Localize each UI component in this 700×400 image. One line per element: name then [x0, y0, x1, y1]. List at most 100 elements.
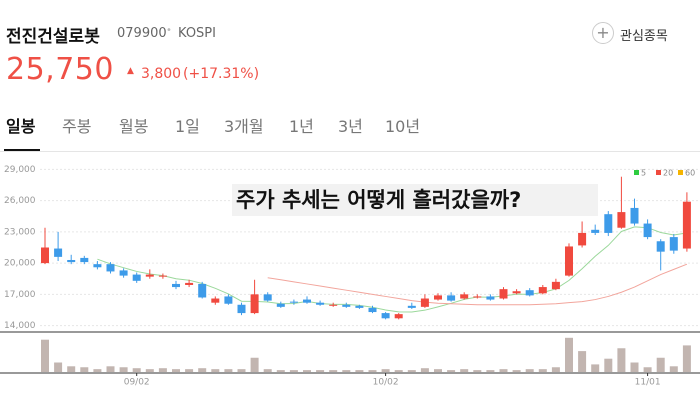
- candle-body: [158, 275, 167, 277]
- volume-bar: [381, 369, 390, 372]
- candle-body: [250, 294, 259, 314]
- change-pct: (+17.31%): [183, 66, 260, 82]
- add-icon[interactable]: +: [592, 22, 614, 44]
- candle-body: [486, 296, 495, 300]
- volume-bar: [486, 370, 495, 372]
- volume-bar: [172, 369, 180, 372]
- tab[interactable]: 1일: [175, 117, 200, 136]
- candle-body: [473, 296, 482, 298]
- volume-bar: [512, 370, 521, 372]
- volume-bar: [525, 369, 534, 372]
- volume-bar: [407, 370, 416, 372]
- volume-bar: [316, 370, 325, 372]
- candle-body: [224, 296, 233, 304]
- candle-body: [329, 304, 338, 306]
- candle-body: [289, 301, 298, 303]
- volume-bar: [565, 337, 573, 372]
- candle-body: [643, 223, 652, 238]
- volume-bar: [604, 358, 613, 372]
- candle-body: [617, 212, 626, 228]
- y-tick-label: 17,000: [4, 290, 36, 300]
- tab[interactable]: 3개월: [224, 117, 264, 136]
- candle-body: [41, 247, 49, 264]
- annotation-bg: [232, 184, 598, 216]
- candle-body: [106, 264, 115, 272]
- volume-bar: [289, 370, 298, 372]
- watch-button[interactable]: 관심종목: [620, 29, 668, 44]
- candle-body: [342, 304, 351, 307]
- legend-swatch: [656, 170, 661, 175]
- tab[interactable]: 10년: [385, 117, 421, 136]
- legend-label: 60: [685, 169, 695, 178]
- volume-bar: [80, 367, 89, 372]
- candle-body: [67, 259, 76, 263]
- volume-bar: [54, 362, 63, 372]
- candle-body: [420, 298, 429, 307]
- volume-bar: [630, 362, 639, 372]
- stock-name: 전진건설로봇: [6, 27, 100, 47]
- volume-bar: [145, 369, 154, 372]
- legend-swatch: [634, 170, 639, 175]
- volume-bar: [656, 357, 665, 372]
- candle-body: [394, 314, 403, 319]
- volume-bar: [224, 369, 233, 372]
- volume-bar: [499, 369, 508, 372]
- x-tick-label: 10/02: [373, 378, 399, 388]
- volume-bar: [106, 366, 115, 372]
- candle-body: [54, 248, 63, 257]
- volume-bar: [682, 345, 691, 372]
- candle-body: [80, 257, 89, 263]
- candle-body: [512, 291, 521, 294]
- separator: •: [166, 25, 172, 36]
- annotation: 주가 추세는 어떻게 흘러갔을까?: [236, 188, 521, 212]
- candle-body: [381, 313, 390, 319]
- candle-body: [263, 294, 272, 301]
- candle-body: [434, 295, 442, 300]
- volume-bar: [394, 370, 403, 372]
- volume-bar: [198, 368, 207, 372]
- candle-body: [591, 229, 600, 233]
- volume-bar: [67, 366, 76, 372]
- candle-body: [682, 201, 691, 249]
- volume-bar: [263, 369, 272, 372]
- price: 25,750: [6, 52, 114, 87]
- candle-body: [551, 281, 560, 290]
- tab[interactable]: 3년: [338, 117, 363, 136]
- tab[interactable]: 1년: [289, 117, 314, 136]
- candle-body: [198, 283, 207, 298]
- candle-body: [93, 264, 102, 268]
- volume-bar: [158, 368, 167, 372]
- volume-bar: [132, 368, 141, 372]
- volume-bar: [538, 369, 547, 372]
- candle-body: [303, 299, 311, 303]
- candle-body: [132, 274, 141, 281]
- y-tick-label: 14,000: [4, 321, 36, 331]
- volume-bar: [119, 367, 128, 372]
- volume-bar: [617, 348, 626, 372]
- volume-bar: [41, 339, 49, 372]
- candle-body: [669, 237, 678, 251]
- volume-bar: [276, 370, 285, 372]
- volume-bar: [329, 370, 338, 372]
- volume-bar: [473, 370, 482, 372]
- candle-body: [119, 270, 128, 276]
- candle-body: [172, 283, 180, 288]
- volume-bar: [460, 369, 469, 372]
- candle-body: [237, 304, 246, 314]
- volume-bar: [211, 369, 220, 372]
- volume-bar: [591, 364, 600, 372]
- candle-body: [276, 303, 285, 307]
- volume-bar: [93, 369, 102, 372]
- candle-body: [447, 295, 456, 301]
- candle-body: [578, 232, 587, 246]
- volume-bar: [420, 368, 429, 372]
- volume-bar: [303, 370, 311, 372]
- volume-bar: [447, 370, 456, 372]
- volume-bar: [342, 370, 351, 372]
- tab[interactable]: 일봉: [6, 117, 36, 136]
- tab[interactable]: 주봉: [62, 117, 92, 136]
- tab[interactable]: 월봉: [119, 117, 149, 136]
- candle-body: [499, 289, 508, 299]
- volume-bar: [551, 367, 560, 372]
